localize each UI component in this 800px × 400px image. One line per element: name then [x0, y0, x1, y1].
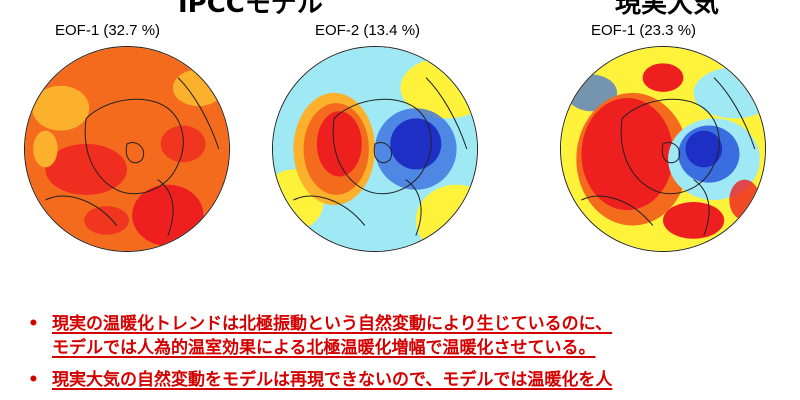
bullet-text-2: 現実大気の自然変動をモデルは再現できないので、モデルでは温暖化を人 — [52, 370, 613, 390]
bullet-marker: • — [28, 314, 39, 334]
map-2-label: EOF-2 (13.4 %) — [315, 22, 421, 39]
map-2-field — [273, 47, 477, 251]
bullet-text-1: 現実の温暖化トレンドは北極振動という自然変動により生じているのに、 モデルでは人… — [52, 314, 613, 358]
map-3-field — [561, 47, 765, 251]
map-1-coastlines — [45, 77, 220, 236]
map-3-label: EOF-1 (23.3 %) — [591, 22, 697, 39]
map-1-polar-projection — [24, 46, 230, 252]
bullet-marker: • — [28, 370, 39, 390]
map-2-coastlines — [293, 77, 468, 236]
map-2-polar-projection — [272, 46, 478, 252]
map-3-polar-projection — [560, 46, 766, 252]
observed-heading: 現実大気 — [615, 0, 720, 19]
bullet-item-2: • 現実大気の自然変動をモデルは再現できないので、モデルでは温暖化を人 — [22, 368, 792, 392]
map-1-field — [25, 47, 229, 251]
map-1-label: EOF-1 (32.7 %) — [55, 22, 161, 39]
map-3-coastlines — [581, 77, 756, 236]
model-heading: IPCCモデル — [178, 0, 323, 19]
bullet-list: • 現実の温暖化トレンドは北極振動という自然変動により生じているのに、 モデルで… — [22, 312, 792, 400]
bullet-item-1: • 現実の温暖化トレンドは北極振動という自然変動により生じているのに、 モデルで… — [22, 312, 792, 360]
